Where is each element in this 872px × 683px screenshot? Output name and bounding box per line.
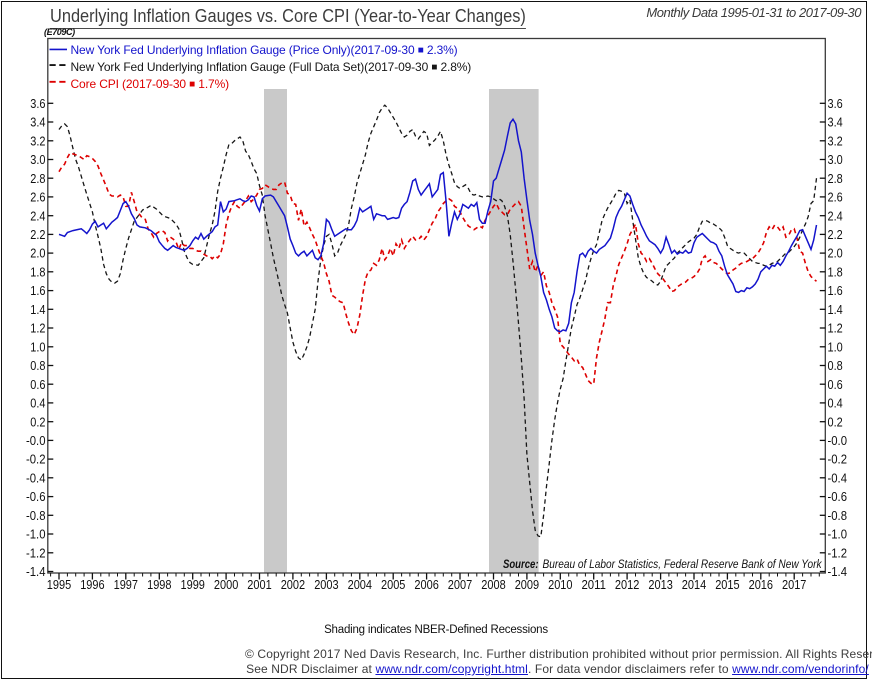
- svg-text:2003: 2003: [314, 577, 338, 592]
- svg-text:2002: 2002: [281, 577, 305, 592]
- svg-text:2.0: 2.0: [30, 246, 45, 261]
- svg-text:0.6: 0.6: [30, 377, 45, 392]
- svg-text:2011: 2011: [582, 577, 606, 592]
- svg-text:2.2: 2.2: [828, 227, 843, 242]
- svg-text:1.2: 1.2: [30, 321, 45, 336]
- svg-text:1.8: 1.8: [30, 264, 45, 279]
- svg-text:2007: 2007: [448, 577, 472, 592]
- svg-text:2.4: 2.4: [828, 208, 843, 223]
- svg-text:3.2: 3.2: [828, 133, 843, 148]
- svg-text:2.8: 2.8: [30, 171, 45, 186]
- svg-text:1996: 1996: [80, 577, 104, 592]
- svg-text:1995: 1995: [47, 577, 71, 592]
- svg-text:3.6: 3.6: [30, 96, 45, 111]
- svg-text:0.6: 0.6: [828, 377, 843, 392]
- svg-text:-1.2: -1.2: [26, 545, 46, 560]
- svg-text:Source:: Source:: [503, 559, 539, 571]
- svg-text:2.2: 2.2: [30, 227, 45, 242]
- svg-text:2000: 2000: [214, 577, 238, 592]
- svg-text:2010: 2010: [548, 577, 572, 592]
- svg-text:0.8: 0.8: [30, 358, 45, 373]
- svg-text:3.4: 3.4: [30, 115, 45, 130]
- svg-text:2.4: 2.4: [30, 208, 45, 223]
- svg-text:2004: 2004: [348, 577, 372, 592]
- svg-text:3.0: 3.0: [828, 152, 843, 167]
- svg-text:2013: 2013: [648, 577, 672, 592]
- svg-text:-0.8: -0.8: [26, 508, 46, 523]
- svg-text:0.2: 0.2: [30, 414, 45, 429]
- svg-text:-0.0: -0.0: [26, 433, 46, 448]
- svg-text:2.6: 2.6: [828, 190, 843, 205]
- svg-text:3.4: 3.4: [828, 115, 843, 130]
- svg-text:Bureau of Labor Statistics, Fe: Bureau of Labor Statistics, Federal Rese…: [543, 559, 823, 571]
- svg-text:2008: 2008: [481, 577, 505, 592]
- svg-text:2006: 2006: [414, 577, 438, 592]
- svg-text:2005: 2005: [381, 577, 405, 592]
- svg-text:2.8: 2.8: [828, 171, 843, 186]
- svg-text:1.8: 1.8: [828, 264, 843, 279]
- svg-text:1.0: 1.0: [828, 339, 843, 354]
- svg-text:-0.6: -0.6: [26, 489, 46, 504]
- svg-text:-1.2: -1.2: [828, 545, 848, 560]
- svg-text:1.6: 1.6: [30, 283, 45, 298]
- svg-text:1997: 1997: [114, 577, 138, 592]
- svg-text:1.4: 1.4: [30, 302, 45, 317]
- svg-text:0.4: 0.4: [30, 396, 45, 411]
- svg-text:2001: 2001: [247, 577, 271, 592]
- svg-text:-0.4: -0.4: [26, 470, 46, 485]
- svg-text:1999: 1999: [181, 577, 205, 592]
- svg-text:2012: 2012: [615, 577, 639, 592]
- svg-text:1.4: 1.4: [828, 302, 843, 317]
- svg-text:2016: 2016: [749, 577, 773, 592]
- svg-text:1.0: 1.0: [30, 339, 45, 354]
- svg-text:2009: 2009: [515, 577, 539, 592]
- svg-text:-0.6: -0.6: [828, 489, 848, 504]
- svg-text:2.0: 2.0: [828, 246, 843, 261]
- svg-text:-1.0: -1.0: [26, 527, 46, 542]
- svg-text:2014: 2014: [682, 577, 706, 592]
- svg-text:3.0: 3.0: [30, 152, 45, 167]
- svg-text:-0.8: -0.8: [828, 508, 848, 523]
- svg-text:-0.0: -0.0: [828, 433, 848, 448]
- svg-text:1998: 1998: [147, 577, 171, 592]
- svg-text:2017: 2017: [782, 577, 806, 592]
- svg-text:-0.2: -0.2: [828, 452, 848, 467]
- svg-text:0.2: 0.2: [828, 414, 843, 429]
- svg-text:3.2: 3.2: [30, 133, 45, 148]
- svg-text:-1.4: -1.4: [26, 564, 46, 579]
- svg-text:0.4: 0.4: [828, 396, 843, 411]
- svg-text:-0.4: -0.4: [828, 470, 848, 485]
- svg-text:0.8: 0.8: [828, 358, 843, 373]
- svg-text:1.6: 1.6: [828, 283, 843, 298]
- svg-text:3.6: 3.6: [828, 96, 843, 111]
- svg-text:2015: 2015: [715, 577, 739, 592]
- svg-text:-1.0: -1.0: [828, 527, 848, 542]
- svg-text:-1.4: -1.4: [828, 564, 848, 579]
- svg-text:2.6: 2.6: [30, 190, 45, 205]
- svg-text:1.2: 1.2: [828, 321, 843, 336]
- svg-text:-0.2: -0.2: [26, 452, 46, 467]
